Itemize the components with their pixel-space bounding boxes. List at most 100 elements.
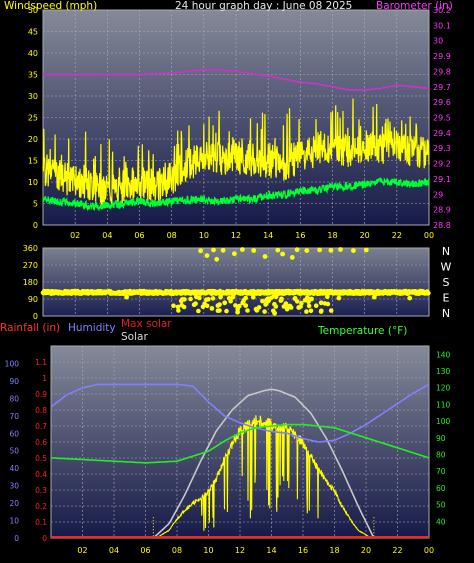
- wind-x-tick-label: 00: [424, 231, 434, 240]
- rainfall-tick-label: 0.6: [35, 438, 47, 447]
- wind-panel-ticks: 0 5 10 15 20 25 30 35 40 45 50 28.8 28.9 29 29.1 29.2 29…: [28, 6, 451, 240]
- direction-point: [426, 290, 431, 296]
- humidity-tick-label: 100: [5, 359, 20, 368]
- direction-point: [306, 299, 311, 305]
- temperature-tick-label: 130: [436, 367, 451, 376]
- direction-point: [124, 294, 129, 300]
- barometer-y-tick-label: 30: [433, 37, 443, 46]
- rainfall-tick-label: 0.3: [35, 486, 47, 495]
- direction-point: [304, 309, 309, 314]
- barometer-title: Barometer (in): [376, 0, 453, 12]
- direction-point: [235, 309, 241, 315]
- multi-x-tick-label: 06: [140, 546, 150, 555]
- direction-point: [319, 308, 324, 314]
- direction-point: [197, 295, 202, 301]
- wind-title: Windspeed (mph): [4, 0, 97, 12]
- direction-point: [338, 247, 343, 252]
- multi-panel-series: [50, 383, 430, 539]
- direction-point: [325, 294, 330, 300]
- wind-gust-line: [42, 98, 430, 207]
- temperature-tick-label: 140: [436, 350, 451, 359]
- direction-point: [196, 308, 201, 314]
- wind-y-tick-label: 30: [28, 92, 38, 101]
- direction-point: [308, 308, 314, 314]
- multi-x-tick-label: 14: [266, 546, 276, 555]
- direction-point: [317, 247, 322, 253]
- direction-panel-grid: [43, 248, 429, 316]
- direction-point: [181, 304, 187, 310]
- rainfall-tick-label: 0.7: [35, 422, 47, 431]
- wind-x-tick-label: 10: [199, 231, 209, 240]
- direction-point: [407, 295, 413, 301]
- temperature-tick-label: 70: [436, 467, 446, 476]
- direction-panel-ticks: 360 270 180 90 0: [23, 244, 38, 321]
- multi-x-tick-label: 22: [392, 546, 402, 555]
- direction-point: [204, 297, 209, 303]
- direction-panel-series: [40, 247, 431, 316]
- wind-y-tick-label: 20: [28, 135, 38, 144]
- direction-point: [230, 295, 236, 300]
- direction-point: [175, 304, 181, 310]
- direction-point: [336, 295, 342, 301]
- multi-x-tick-label: 20: [361, 546, 371, 555]
- direction-point: [260, 298, 265, 304]
- multi-x-tick-label: 04: [109, 546, 119, 555]
- direction-point: [328, 308, 334, 313]
- direction-point: [279, 296, 284, 302]
- direction-point: [204, 253, 210, 258]
- compass-label: S: [443, 276, 450, 289]
- direction-point: [294, 247, 300, 253]
- direction-point: [214, 256, 220, 262]
- direction-point: [302, 298, 308, 303]
- direction-point: [240, 247, 245, 252]
- direction-point: [232, 251, 237, 257]
- direction-point: [209, 306, 215, 311]
- direction-point: [262, 254, 268, 259]
- graph-title: 24 hour graph day : June 08 2025: [175, 0, 352, 12]
- direction-point: [299, 300, 304, 306]
- direction-point: [262, 309, 267, 314]
- direction-point: [306, 303, 312, 309]
- direction-point: [241, 297, 247, 303]
- wind-average-line: [42, 177, 430, 212]
- direction-point: [304, 248, 310, 254]
- direction-point: [211, 247, 216, 253]
- wind-y-tick-label: 45: [28, 28, 38, 37]
- wind-y-tick-label: 15: [28, 157, 38, 166]
- direction-point: [198, 248, 204, 254]
- humidity-tick-label: 10: [9, 517, 19, 526]
- barometer-y-tick-label: 30.2: [433, 6, 451, 15]
- wind-y-tick-label: 35: [28, 71, 38, 80]
- humidity-tick-label: 40: [9, 464, 19, 473]
- humidity-title: Humidity: [68, 322, 116, 334]
- direction-point: [224, 308, 229, 314]
- direction-point: [363, 247, 369, 253]
- direction-y-tick-label: 180: [23, 278, 38, 287]
- direction-point: [215, 303, 221, 308]
- direction-point: [309, 296, 314, 302]
- direction-point: [318, 300, 324, 306]
- direction-y-tick-label: 360: [23, 244, 38, 253]
- direction-point: [371, 294, 377, 300]
- wind-x-tick-label: 16: [295, 231, 305, 240]
- direction-point: [210, 296, 216, 301]
- direction-point: [218, 293, 224, 298]
- direction-point: [188, 296, 193, 302]
- wind-panel-series: [42, 68, 430, 212]
- compass-label: N: [442, 307, 450, 320]
- direction-point: [271, 294, 277, 299]
- barometer-y-tick-label: 29.6: [433, 98, 451, 107]
- barometer-y-tick-label: 28.8: [433, 221, 451, 230]
- temperature-tick-label: 60: [436, 484, 446, 493]
- temperature-tick-label: 110: [436, 400, 451, 409]
- direction-y-tick-label: 270: [23, 261, 38, 270]
- solar-line: [156, 415, 372, 539]
- wind-y-tick-label: 40: [28, 49, 38, 58]
- direction-point: [325, 301, 331, 307]
- direction-point: [273, 304, 279, 309]
- temperature-title: Temperature (°F): [317, 325, 407, 337]
- wind-x-tick-label: 12: [231, 231, 241, 240]
- barometer-y-tick-label: 29.8: [433, 67, 451, 76]
- direction-point: [215, 308, 221, 314]
